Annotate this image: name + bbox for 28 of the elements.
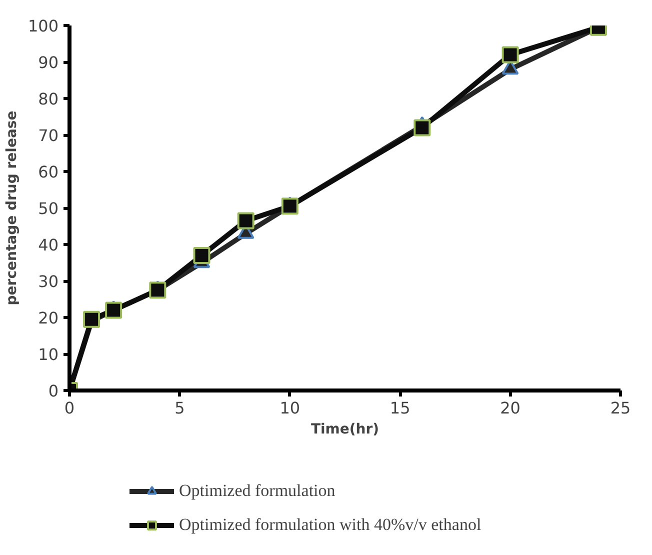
point	[281, 198, 298, 215]
y-tick-label: 50	[38, 199, 58, 218]
point	[149, 282, 166, 299]
y-tick-label: 0	[48, 382, 59, 400]
point	[193, 246, 210, 264]
legend-label: Optimized formulation	[179, 481, 336, 501]
y-tick-label: 20	[38, 308, 58, 328]
y-tick-label: 70	[38, 126, 58, 145]
x-tick-label: 20	[500, 398, 520, 418]
y-tick-label: 30	[38, 272, 58, 291]
point	[105, 302, 122, 319]
y-tick-label: 10	[38, 345, 58, 364]
y-tick-label: 90	[38, 53, 58, 72]
y-tick-label: 100	[28, 16, 59, 36]
point	[237, 212, 254, 230]
y-tick-label: 40	[38, 236, 58, 254]
point	[502, 46, 519, 64]
x-tick-label: 0	[64, 398, 75, 418]
x-tick-label: 25	[610, 398, 631, 418]
y-tick-label: 80	[38, 90, 58, 108]
x-tick-label: 15	[390, 398, 410, 418]
y-tick-label: 60	[38, 162, 58, 182]
y-axis-title: percentage drug release	[4, 110, 20, 306]
legend-label: Optimized formulation with 40%v/v ethanol	[179, 515, 482, 535]
x-tick-label: 10	[280, 398, 300, 418]
x-tick-label: 5	[174, 398, 185, 418]
x-axis-title: Time(hr)	[310, 422, 380, 438]
point	[414, 119, 431, 136]
